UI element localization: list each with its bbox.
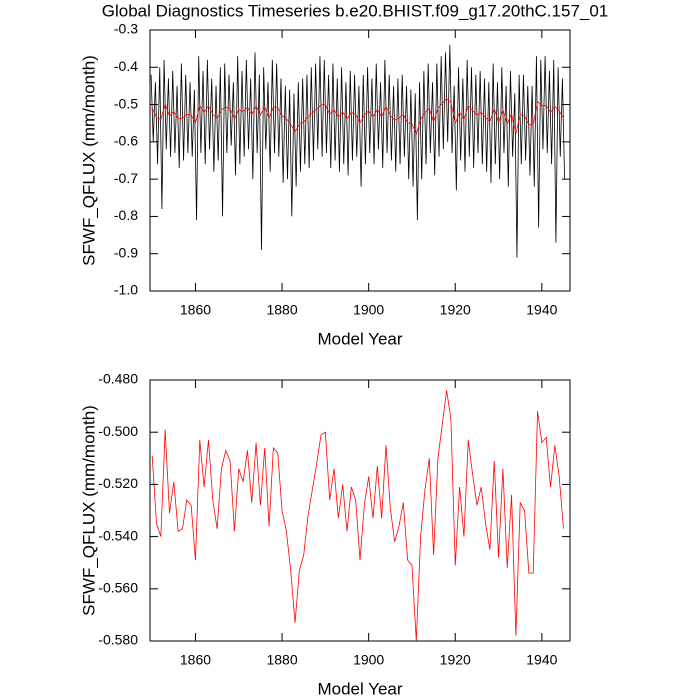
y-axis-label: SFWF_QFLUX (mm/month) bbox=[79, 55, 98, 266]
x-tick-label: 1900 bbox=[353, 652, 384, 668]
plot-frame bbox=[149, 29, 571, 292]
y-tick-label: -0.5 bbox=[114, 95, 138, 111]
y-tick-label: -0.9 bbox=[114, 244, 138, 260]
y-tick-label: -0.7 bbox=[114, 170, 138, 186]
x-axis-label: Model Year bbox=[317, 679, 402, 698]
plot-frame bbox=[149, 379, 571, 642]
chart-title: Global Diagnostics Timeseries b.e20.BHIS… bbox=[102, 1, 609, 20]
y-tick-label: -0.500 bbox=[98, 423, 138, 439]
x-tick-label: 1920 bbox=[440, 302, 471, 318]
series-line bbox=[151, 390, 564, 642]
x-tick-label: 1880 bbox=[266, 302, 297, 318]
y-tick-label: -1.0 bbox=[114, 282, 138, 298]
series-line bbox=[150, 44, 565, 258]
x-tick-label: 1940 bbox=[526, 302, 557, 318]
y-tick-label: -0.3 bbox=[114, 21, 138, 37]
y-tick-label: -0.6 bbox=[114, 133, 138, 149]
x-axis-label: Model Year bbox=[317, 329, 402, 348]
x-tick-label: 1900 bbox=[353, 302, 384, 318]
y-tick-label: -0.560 bbox=[98, 580, 138, 596]
y-tick-label: -0.580 bbox=[98, 632, 138, 648]
y-tick-label: -0.4 bbox=[114, 58, 138, 74]
x-tick-label: 1880 bbox=[266, 652, 297, 668]
x-tick-label: 1860 bbox=[180, 302, 211, 318]
x-tick-label: 1940 bbox=[526, 652, 557, 668]
y-tick-label: -0.540 bbox=[98, 527, 138, 543]
series-line bbox=[151, 98, 564, 136]
x-tick-label: 1860 bbox=[180, 652, 211, 668]
x-tick-label: 1920 bbox=[440, 652, 471, 668]
y-tick-label: -0.520 bbox=[98, 475, 138, 491]
y-axis-label: SFWF_QFLUX (mm/month) bbox=[79, 405, 98, 616]
y-tick-label: -0.480 bbox=[98, 371, 138, 387]
y-tick-label: -0.8 bbox=[114, 207, 138, 223]
